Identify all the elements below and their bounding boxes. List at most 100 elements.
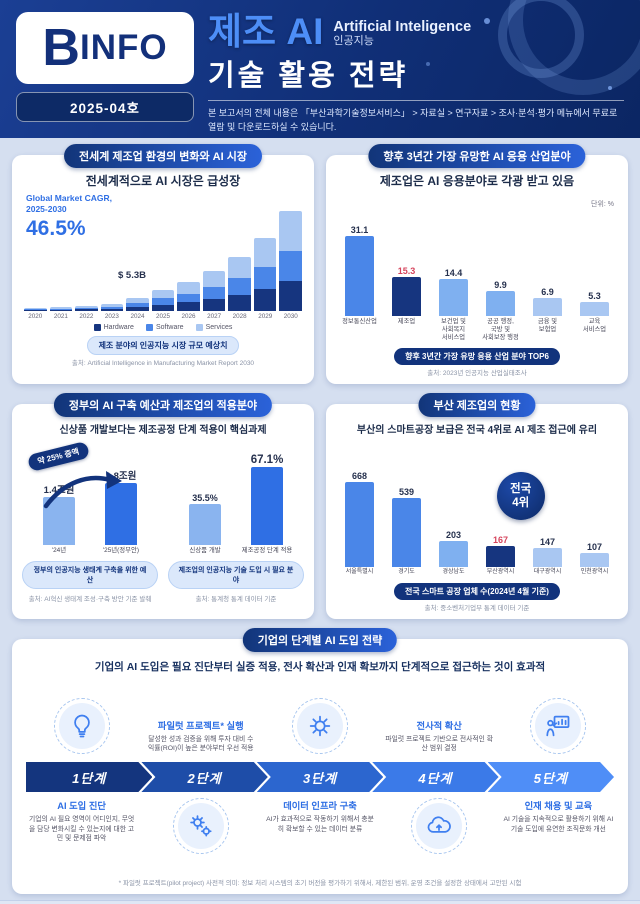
bar-value-label: 6.9 [541,287,554,297]
bar-교육: 5.3 교육 서비스업 [573,291,616,343]
top6-bar-chart: 31.1 정보통신산업 15.3 제조업 14.4 보건업 및 사회복지 서비스업 9.9 공… [338,201,616,343]
segment-services [177,282,200,294]
strategy-intro: 기업의 AI 도입은 필요 진단부터 실증 적용, 전사 확산과 인재 확보까지… [94,661,546,673]
rank-badge-line2: 4위 [512,497,530,509]
step4-desc: 파일럿 프로젝트 기반으로 전사적인 확산 범위 결정 [385,735,493,753]
segment-hardware [279,280,303,311]
x-tick-label: 2027 [207,313,222,320]
stacked-bar-2024: 2024 [126,193,149,321]
bar-제조공정: 67.1% 제조공정 단계 적용 [242,454,293,556]
bar [391,498,422,567]
bar-value-label: 668 [351,471,368,481]
segment-services [100,304,124,307]
bar-category-label: '25년(정부안) [102,547,140,554]
bar [532,298,563,316]
bar-공공 행정,: 9.9 공공 행정, 국방 및 사회보장 행정 [479,280,522,343]
market-size-annotation: $ 5.3B [118,270,146,281]
adoption-fields-chart: 35.5% 신상품 개발 67.1% 제조공정 단계 적용 [168,440,304,556]
stacked-bar-2029: 2029 [253,193,277,321]
step5-icon-cell [503,698,614,754]
bar [105,483,137,545]
bar-category-label: 교육 서비스업 [582,318,607,333]
top6-caption: 향후 3년간 가장 유망 응용 산업 분야 TOP6 [394,348,560,365]
decorative-dot [608,86,612,90]
bar-category-label: 보건업 및 사회복지 서비스업 [441,318,466,341]
step1-icon-cell [26,698,137,754]
national-rank-badge: 전국 4위 [496,472,545,520]
bar-value-label: 167 [492,535,509,545]
x-tick-label: 2024 [130,313,145,320]
bar-value-label: 14.4 [444,268,463,278]
step2-icon-cell [145,798,256,854]
segment-software [228,278,251,295]
step5-text-cell: 인재 채용 및 교육 AI 기술을 지속적으로 활용하기 위해 AI 기술 도입… [503,798,614,834]
step3-name: 데이터 인프라 구축 [283,801,357,811]
budget-subtitle: 신상품 개발보다는 제조공정 단계 적용이 핵심과제 [59,425,267,436]
stacked-bar-2027: 2027 [202,193,226,321]
bar-value-label: 1.8조원 [105,471,137,482]
step1-arrow: 1단계 [26,762,152,792]
bar-value-label: 539 [398,487,415,497]
panel-title-busan: 부산 제조업의 현황 [418,393,536,417]
panel-title-budget: 정부의 AI 구축 예산과 제조업의 적용분야 [53,393,273,417]
page-title-sub: 기술 활용 전략 [208,50,624,101]
bar-제조업: 15.3 제조업 [385,266,428,343]
x-tick-label: 2029 [258,313,273,320]
step2-text-cell: 파일럿 프로젝트* 실행 달성한 성과 검증을 위해 투자 대비 수익률(ROI… [145,718,256,754]
budget-source-right: 출처: 통계청 통계 데이터 기준 [195,596,277,603]
segment-services [151,290,175,299]
step3-icon-cell [264,698,375,754]
segment-software [279,251,303,281]
busan-subtitle: 부산의 스마트공장 보급은 전국 4위로 AI 제조 접근에 유리 [356,425,598,436]
bar-대구광역시: 147 대구광역시 [526,537,569,578]
segment-software [177,293,200,303]
segment-hardware [151,304,175,311]
segment-services [279,211,303,252]
bar-category-label: 공공 행정, 국방 및 사회보장 행정 [482,318,519,341]
bar [438,541,469,567]
footer: B INFO는 산업 및 과학기술 정보를 쉽게 이해하고 읽을 수 있도록 인… [0,900,640,904]
page-title-english: Artificial Inteligence [333,18,472,35]
bar-value-label: 9.9 [494,280,507,290]
x-tick-label: 2030 [283,313,298,320]
bar-value-label: 147 [539,537,556,547]
step1-name: AI 도입 진단 [57,801,106,811]
x-tick-label: 2028 [232,313,247,320]
binfo-logo-b: B [42,19,80,77]
x-tick-label: 2026 [181,313,196,320]
segment-software [253,267,277,289]
step2-desc: 달성한 성과 검증을 위해 투자 대비 수익률(ROI)이 높은 분야부터 우선… [148,735,254,753]
segment-software [151,298,175,305]
segment-software [126,303,149,308]
gear-icon [309,715,331,737]
decorative-dot [484,18,490,24]
bar [532,548,563,567]
header-description: 본 보고서의 전체 내용은 「부산과학기술정보서비스」 > 자료실 > 연구자료… [208,108,618,132]
cagr-callout: Global Market CAGR, 2025-2030 46.5% [26,193,112,241]
bar-서울특별시: 668 서울특별시 [338,471,381,578]
segment-software [75,307,98,310]
segment-services [228,257,251,279]
stacked-bar-2023: 2023 [100,193,124,321]
bar [344,236,375,316]
step3-arrow: 3단계 [257,762,383,792]
step4-text-cell: 전사적 확산 파일럿 프로젝트 기반으로 전사적인 확산 범위 결정 [384,718,495,754]
global-caption: 제조 분야의 인공지능 시장 규모 예상치 [86,336,240,355]
decorative-ring [498,0,584,78]
cagr-label-line1: Global Market CAGR, [26,193,112,203]
bar-category-label: '24년 [51,547,67,554]
global-source: 출처: Artificial Intelligence in Manufactu… [71,360,255,367]
segment-hardware [202,299,226,311]
step5-name: 인재 채용 및 교육 [524,801,593,811]
bar [579,302,610,316]
bar [251,467,283,545]
x-tick-label: 2025 [156,313,171,320]
bar-value-label: 203 [445,530,462,540]
row-2: 정부의 AI 구축 예산과 제조업의 적용분야 신상품 개발보다는 제조공정 단… [12,393,628,619]
busan-source: 출처: 중소벤처기업부 통계 데이터 기준 [424,605,530,612]
bar-보건업 및: 14.4 보건업 및 사회복지 서비스업 [432,268,475,343]
bar-신상품 개발: 35.5% 신상품 개발 [182,493,228,556]
step2-arrow: 2단계 [141,762,267,792]
bar [579,553,610,567]
bar-정보통신산업: 31.1 정보통신산업 [338,225,381,343]
